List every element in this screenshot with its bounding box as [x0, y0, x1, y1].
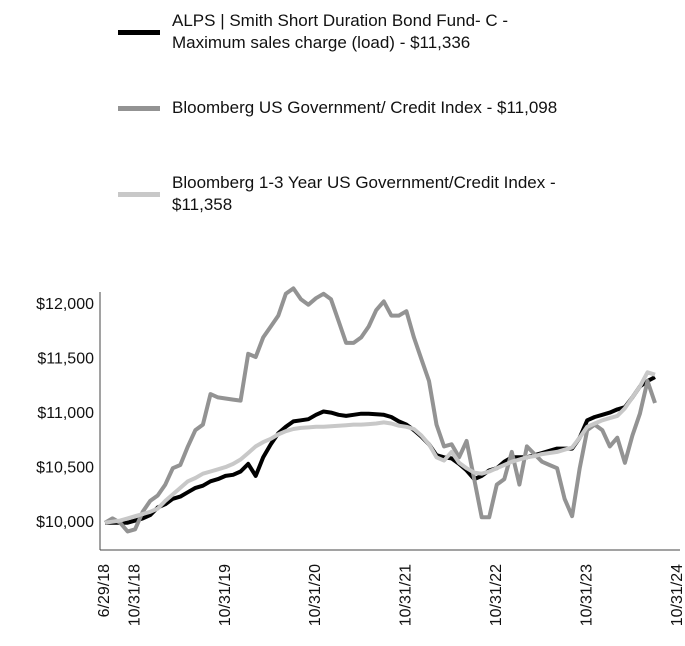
x-tick-label: 10/31/21	[398, 564, 415, 626]
x-tick-label: 10/31/18	[126, 564, 143, 626]
legend-label: ALPS | Smith Short Duration Bond Fund- C…	[172, 11, 509, 52]
y-tick-label: $10,000	[36, 514, 94, 531]
x-tick-label: 10/31/20	[307, 564, 324, 626]
legend-entry: Bloomberg US Government/ Credit Index - …	[118, 97, 558, 119]
legend-entry: ALPS | Smith Short Duration Bond Fund- C…	[118, 10, 558, 54]
y-tick-label: $10,500	[36, 459, 94, 476]
x-tick-label: 10/31/22	[488, 564, 505, 626]
y-tick-label: $11,000	[37, 405, 94, 422]
x-tick-label: 10/31/19	[217, 564, 234, 626]
legend-label: Bloomberg US Government/ Credit Index - …	[172, 98, 558, 117]
x-tick-label: 10/31/23	[578, 564, 595, 626]
series-line	[104, 370, 656, 525]
series-line	[104, 286, 657, 534]
y-tick-label: $11,500	[37, 350, 94, 367]
legend-entry: Bloomberg 1-3 Year US Government/Credit …	[118, 172, 558, 216]
x-tick-label: 6/29/18	[96, 564, 113, 617]
y-tick-label: $12,000	[36, 296, 94, 313]
legend-swatch	[118, 29, 160, 35]
x-tick-label: 10/31/24	[669, 564, 685, 626]
legend-label: Bloomberg 1-3 Year US Government/Credit …	[172, 173, 556, 214]
legend-swatch	[118, 191, 160, 197]
legend-swatch	[118, 105, 160, 111]
